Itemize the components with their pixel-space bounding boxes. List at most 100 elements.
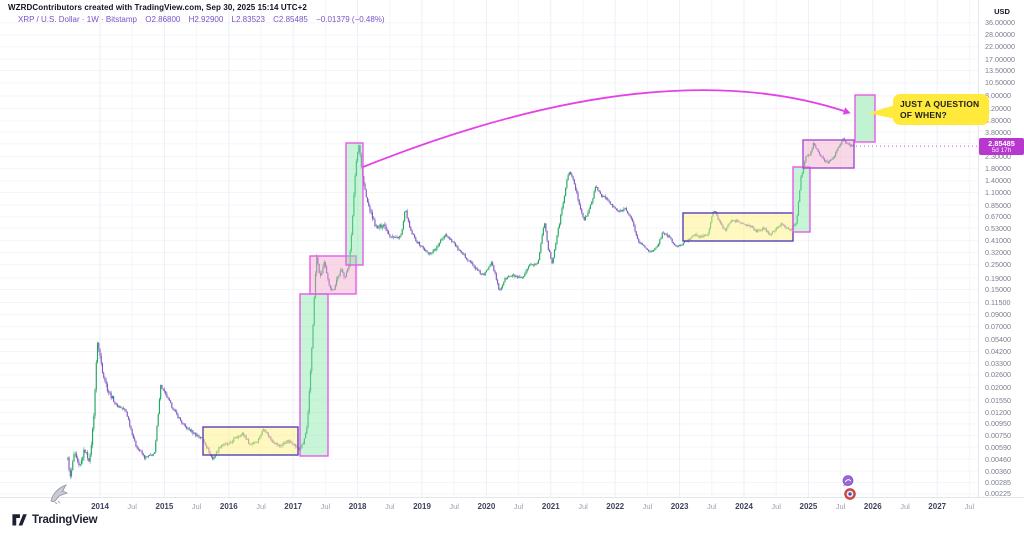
price-tick-label: 0.00950 [985, 419, 1011, 429]
price-tick-label: 0.03300 [985, 358, 1011, 368]
trend-arrow-head [842, 107, 851, 115]
price-tick-label: 0.01200 [985, 408, 1011, 417]
price-tick-label: 0.67000 [985, 212, 1011, 222]
drawing-boxes [202, 94, 876, 457]
pump-box-2017b[interactable] [345, 142, 364, 266]
pump-box-2017a[interactable] [299, 293, 329, 457]
price-tick-label: 0.11500 [985, 297, 1011, 307]
price-tick-label: 10.50000 [985, 78, 1015, 88]
price-tick-label: 0.41000 [985, 236, 1011, 246]
month-tick-label: Jul [771, 502, 781, 511]
bird-doodle-drawing[interactable] [47, 480, 73, 506]
year-tick-label: 2020 [477, 502, 496, 511]
month-tick-label: Jul [191, 502, 202, 511]
price-tick-label: 0.04200 [985, 347, 1011, 357]
price-tick-label: 0.00750 [985, 430, 1011, 440]
price-tick-label: 13.50000 [985, 66, 1015, 75]
price-tick-label: 1.80000 [985, 164, 1011, 174]
price-tick-label: 0.15000 [985, 285, 1011, 295]
year-tick-label: 2023 [670, 502, 689, 511]
price-tick-label: 0.00360 [985, 466, 1011, 476]
last-price-tag: 2.85485 5d 17h [979, 137, 1024, 155]
month-tick-label: Jul [320, 502, 331, 511]
price-tick-label: 4.80000 [985, 116, 1011, 126]
month-tick-label: Jul [835, 502, 846, 511]
price-tick-label: 0.00225 [985, 489, 1011, 499]
price-tick-label: 1.10000 [985, 188, 1011, 198]
year-tick-label: 2015 [155, 502, 174, 511]
price-tick-label: 1.40000 [985, 176, 1011, 186]
price-tick-label: 17.00000 [985, 54, 1015, 64]
symbol-legend[interactable]: XRP / U.S. Dollar · 1W · Bitstamp O2.868… [18, 15, 385, 24]
price-tick-label: 0.01550 [985, 395, 1011, 405]
callout-tail [869, 105, 895, 119]
legend-low: L2.83523 [231, 15, 265, 24]
legend-open: O2.86800 [145, 15, 181, 24]
price-tick-label: 0.25000 [985, 260, 1011, 270]
target-box-2026[interactable] [854, 94, 876, 143]
month-tick-label: Jul [513, 502, 524, 511]
legend-change: −0.01379 (−0.48%) [316, 15, 385, 24]
year-tick-label: 2016 [219, 502, 238, 511]
tradingview-logo-text: TradingView [32, 514, 98, 526]
price-tick-label: 6.20000 [985, 103, 1011, 113]
legend-close: C2.85485 [273, 15, 308, 24]
price-tick-label: 0.00460 [985, 454, 1011, 464]
range-box-2017[interactable] [309, 255, 357, 295]
price-tick-label: 0.09000 [985, 309, 1011, 319]
callout-line2: OF WHEN? [900, 109, 947, 120]
legend-high: H2.92900 [188, 15, 224, 24]
price-tick-label: 8.00000 [985, 91, 1011, 101]
price-axis[interactable]: USD 36.00000 28.00000 22.00000 17.00000 13.5… [978, 0, 1024, 499]
last-price-value: 2.85485 [988, 138, 1015, 148]
year-tick-label: 2014 [91, 502, 109, 511]
month-tick-label: Jul [449, 502, 459, 511]
candlestick-series [67, 137, 855, 479]
tradingview-logo-icon [12, 514, 27, 526]
text-callout-annotation[interactable]: JUST A QUESTION OF WHEN? [893, 94, 989, 126]
month-tick-label: Jul [256, 502, 266, 511]
price-tick-label: 36.00000 [985, 18, 1015, 28]
tradingview-logo[interactable]: TradingView [12, 513, 98, 527]
grid-lines [0, 0, 978, 497]
month-tick-label: Jul [900, 502, 910, 511]
month-tick-label: Jul [964, 502, 975, 511]
month-tick-label: Jul [707, 502, 717, 511]
attribution-text: WZRDContributors created with TradingVie… [8, 3, 307, 12]
price-tick-label: 2.30000 [985, 152, 1011, 162]
year-tick-label: 2018 [348, 502, 367, 511]
price-tick-label: 0.02000 [985, 383, 1011, 393]
sticker-icon-purple[interactable] [842, 475, 854, 487]
price-axis-unit: USD [994, 7, 1010, 16]
price-tick-label: 0.32000 [985, 248, 1011, 258]
accumulation-box-2016[interactable] [202, 426, 299, 456]
price-tick-label: 0.05400 [985, 334, 1011, 344]
year-tick-label: 2019 [413, 502, 431, 511]
price-tick-label: 0.00590 [985, 442, 1011, 452]
year-tick-label: 2024 [735, 502, 753, 511]
price-tick-label: 0.00285 [985, 477, 1011, 487]
price-tick-label: 3.80000 [985, 127, 1011, 137]
price-tick-label: 28.00000 [985, 30, 1015, 40]
month-tick-label: Jul [385, 502, 395, 511]
time-axis[interactable]: 2014 Jul 2015 Jul 2016 Jul 2017 Jul 2018 Jul 2019 J… [0, 497, 1024, 536]
symbol-title[interactable]: XRP / U.S. Dollar · 1W · Bitstamp [18, 15, 137, 24]
price-tick-label: 0.85000 [985, 200, 1011, 210]
accumulation-box-2024[interactable] [682, 212, 794, 242]
trend-arrow[interactable] [362, 89, 845, 168]
year-tick-label: 2021 [541, 502, 560, 511]
sticker-icon-badge[interactable] [844, 488, 856, 500]
year-tick-label: 2026 [863, 502, 882, 511]
price-tick-label: 0.19000 [985, 273, 1011, 283]
price-tick-label: 22.00000 [985, 42, 1015, 52]
month-tick-label: Jul [642, 502, 653, 511]
year-tick-label: 2025 [799, 502, 818, 511]
price-tick-label: 0.53000 [985, 223, 1011, 233]
bar-countdown: 5d 17h [991, 147, 1012, 155]
year-tick-label: 2027 [928, 502, 947, 511]
month-tick-label: Jul [578, 502, 588, 511]
pump-box-2024[interactable] [792, 166, 811, 233]
range-box-2025[interactable] [802, 139, 855, 169]
